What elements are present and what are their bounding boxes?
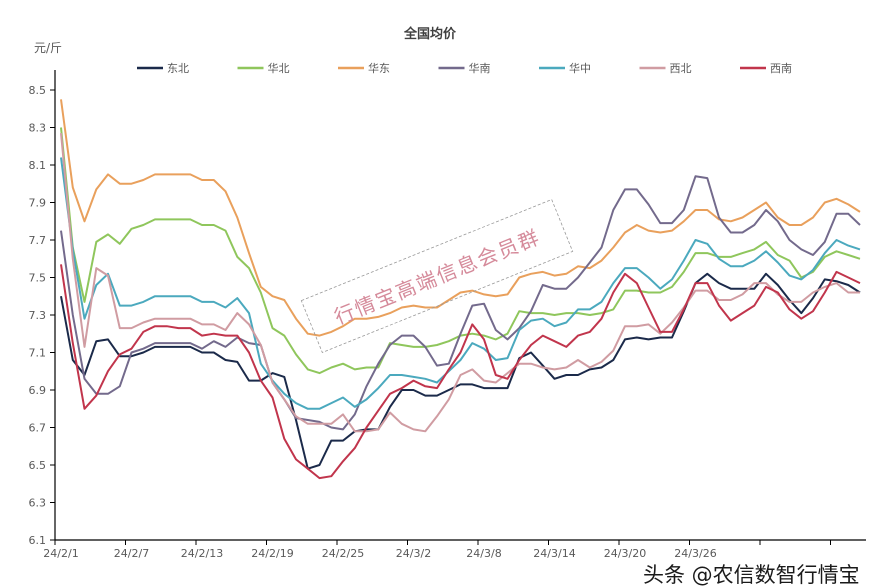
series-line-5 xyxy=(60,157,861,410)
y-axis-unit-label: 元/斤 xyxy=(34,41,62,55)
legend-label: 华东 xyxy=(368,61,390,75)
legend-label: 东北 xyxy=(167,62,189,75)
y-tick-label: 7.9 xyxy=(29,197,47,210)
x-tick-label: 24/3/20 xyxy=(604,547,646,560)
legend-label: 华南 xyxy=(469,61,491,75)
chart-title: 全国均价 xyxy=(403,26,457,42)
y-tick-label: 7.1 xyxy=(29,347,47,360)
legend-label: 西南 xyxy=(770,62,792,75)
series-line-6 xyxy=(60,133,860,433)
legend-label: 西北 xyxy=(670,62,692,75)
axes: 6.1 6.3 6.5 6.7 6.9 7.1 7.3 7.5 7.7 7.9 8.1 8.3 8.5 2… xyxy=(29,70,866,560)
series-line-7 xyxy=(60,264,861,480)
y-tick-label: 6.3 xyxy=(29,497,47,510)
series-line-3 xyxy=(60,99,861,337)
y-tick-label: 7.5 xyxy=(29,272,47,285)
y-tick-label: 8.1 xyxy=(29,159,47,172)
watermark-box xyxy=(300,198,574,354)
x-tick-label: 24/3/2 xyxy=(396,547,431,560)
legend-label: 华北 xyxy=(268,61,290,75)
y-tick-label: 6.1 xyxy=(29,534,47,547)
center-watermark: 行情宝高端信息会员群 xyxy=(300,198,574,354)
x-tick-label: 24/2/13 xyxy=(181,547,223,560)
x-tick-label: 24/3/8 xyxy=(466,547,501,560)
legend: 东北 华北 华东 华南 华中 西北 西南 xyxy=(137,61,792,75)
y-tick-label: 6.7 xyxy=(29,422,47,435)
series-line-4 xyxy=(60,175,861,431)
y-tick-label: 7.3 xyxy=(29,309,47,322)
x-tick-label: 24/2/25 xyxy=(322,547,364,560)
x-tick-label: 24/2/7 xyxy=(114,547,149,560)
series-lines xyxy=(60,99,861,480)
series-line-1 xyxy=(60,272,861,470)
bottom-watermark: 头条 @农信数智行情宝 xyxy=(643,563,860,587)
y-tick-label: 8.5 xyxy=(29,84,47,97)
y-tick-label: 8.3 xyxy=(29,122,47,135)
legend-label: 华中 xyxy=(569,61,591,75)
watermark-text: 行情宝高端信息会员群 xyxy=(331,225,544,330)
y-tick-label: 6.9 xyxy=(29,384,47,397)
x-tick-label: 24/2/1 xyxy=(43,547,78,560)
y-tick-label: 7.7 xyxy=(29,234,47,247)
x-tick-label: 24/3/26 xyxy=(674,547,716,560)
x-tick-label: 24/3/14 xyxy=(533,547,575,560)
y-tick-label: 6.5 xyxy=(29,459,47,472)
x-tick-label: 24/2/19 xyxy=(251,547,293,560)
